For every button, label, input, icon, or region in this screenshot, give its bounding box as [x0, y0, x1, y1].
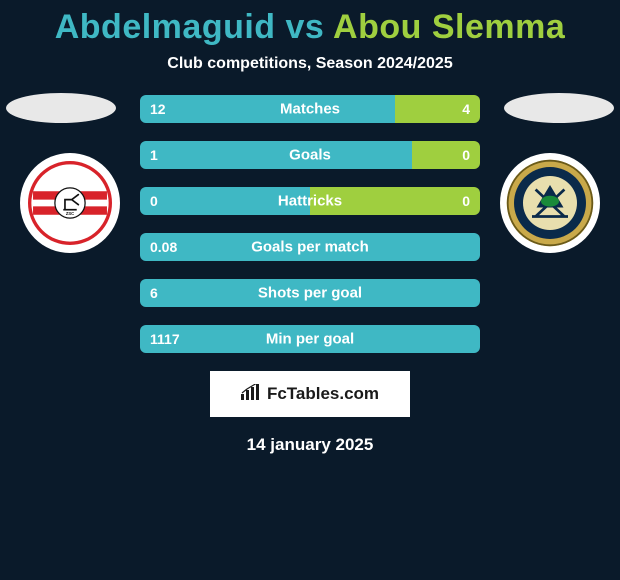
- stat-bar-left: [140, 141, 412, 169]
- stat-row: Goals per match 0.08: [140, 233, 480, 261]
- comparison-arena: ZSC Matches 12 4 Goals 1 0 Hattricks 0 0 Goals pe…: [0, 93, 620, 353]
- stat-row: Matches 12 4: [140, 95, 480, 123]
- stat-row: Hattricks 0 0: [140, 187, 480, 215]
- subtitle: Club competitions, Season 2024/2025: [0, 55, 620, 73]
- stat-value-right: 4: [462, 101, 470, 117]
- stat-row: Shots per goal 6: [140, 279, 480, 307]
- stat-label: Goals: [289, 147, 331, 164]
- stat-label: Hattricks: [278, 193, 342, 210]
- player2-club-badge: [500, 153, 600, 253]
- stat-value-left: 1: [150, 147, 158, 163]
- stat-row: Goals 1 0: [140, 141, 480, 169]
- stat-value-left: 1117: [150, 331, 180, 347]
- vs-text: vs: [276, 8, 333, 46]
- brand-box[interactable]: FcTables.com: [210, 371, 410, 417]
- stat-value-right: 0: [462, 147, 470, 163]
- player1-name-oval: [6, 93, 116, 123]
- date-text: 14 january 2025: [0, 435, 620, 455]
- player1-name: Abdelmaguid: [55, 8, 276, 46]
- stat-bar-left: [140, 95, 395, 123]
- player2-name-oval: [504, 93, 614, 123]
- stat-value-left: 0: [150, 193, 158, 209]
- stat-value-left: 6: [150, 285, 158, 301]
- stat-label: Matches: [280, 101, 340, 118]
- haras-el-hodood-icon: [505, 158, 595, 248]
- stat-label: Shots per goal: [258, 285, 362, 302]
- svg-text:ZSC: ZSC: [66, 211, 74, 216]
- stat-value-left: 0.08: [150, 239, 177, 255]
- page-title: Abdelmaguid vs Abou Slemma: [0, 0, 620, 47]
- brand-text: FcTables.com: [267, 384, 379, 404]
- stat-value-right: 0: [462, 193, 470, 209]
- stat-label: Goals per match: [251, 239, 369, 256]
- player2-name: Abou Slemma: [333, 8, 565, 46]
- chart-icon: [241, 384, 261, 405]
- stat-label: Min per goal: [266, 331, 354, 348]
- player1-club-badge: ZSC: [20, 153, 120, 253]
- zamalek-icon: ZSC: [28, 161, 112, 245]
- stat-bars-container: Matches 12 4 Goals 1 0 Hattricks 0 0 Goals per ma…: [140, 93, 480, 353]
- stat-row: Min per goal 1117: [140, 325, 480, 353]
- stat-value-left: 12: [150, 101, 166, 117]
